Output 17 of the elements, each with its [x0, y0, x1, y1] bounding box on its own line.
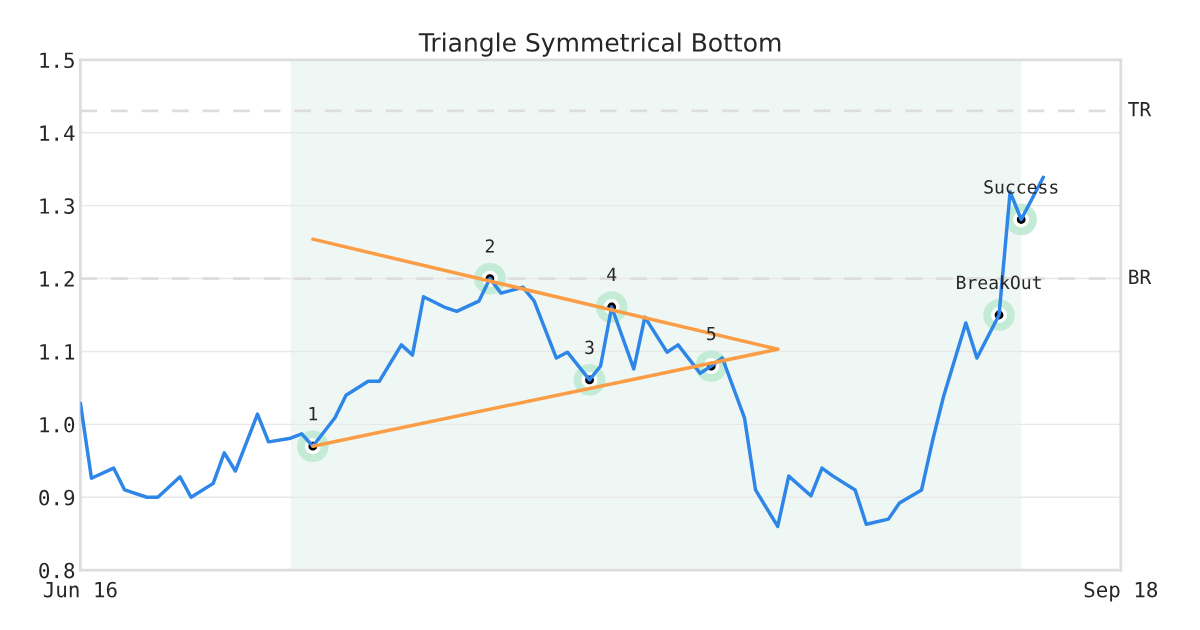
x-tick-label: Sep 18: [1084, 581, 1158, 602]
y-tick-label: 1.5: [40, 52, 74, 69]
annotation: 2: [485, 239, 494, 253]
y-tick-label: 1.3: [40, 198, 74, 214]
annotation: 3: [585, 340, 594, 355]
chart-title: Triangle Symmetrical Bottom: [418, 32, 781, 57]
y-tick-label: 0.8: [39, 562, 75, 579]
x-tick-label: Jun 16: [43, 581, 117, 598]
y-tick-label: 1.4: [40, 125, 75, 141]
ref-line-label: TR: [1128, 102, 1152, 117]
y-tick-label: 1.1: [40, 344, 75, 360]
y-tick-label: 0.9: [39, 489, 75, 506]
annotation: 1: [309, 407, 318, 421]
y-tick-label: 1.2: [40, 271, 74, 287]
ref-line-label: BR: [1129, 269, 1152, 284]
annotation: 4: [607, 267, 617, 281]
y-tick-label: 1.0: [40, 416, 75, 433]
